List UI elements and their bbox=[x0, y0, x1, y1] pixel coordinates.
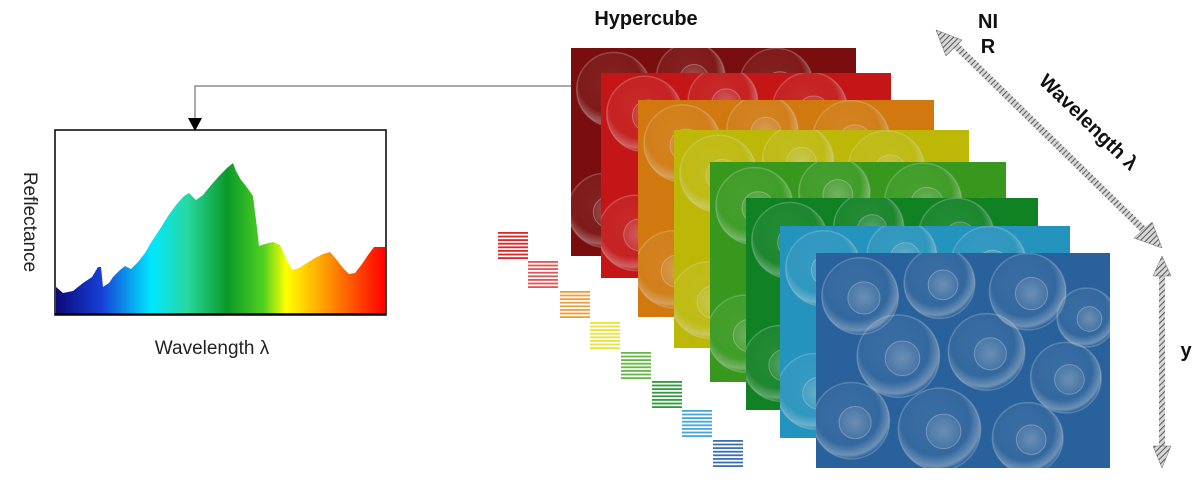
band-swatch-2 bbox=[528, 261, 558, 288]
band-swatch-8 bbox=[713, 440, 743, 467]
band-swatch-7 bbox=[682, 410, 712, 437]
hypercube-title: Hypercube bbox=[594, 8, 697, 30]
spectrum-x-axis-label: Wavelength λ bbox=[155, 338, 270, 359]
band-swatch-6 bbox=[652, 381, 682, 408]
cell-texture bbox=[816, 253, 1110, 468]
band-swatch-5 bbox=[621, 352, 651, 379]
wavelength-arrowhead-top bbox=[935, 29, 963, 57]
y-arrowhead-top bbox=[1152, 255, 1172, 277]
y-axis-label: y bbox=[1180, 340, 1192, 362]
spectrum-curve bbox=[56, 163, 385, 314]
spectrum-chart: Wavelength λ Reflectance bbox=[19, 129, 387, 359]
nir-label-line2: R bbox=[981, 36, 996, 58]
band-swatch-1 bbox=[498, 232, 528, 259]
spectrum-y-axis-label: Reflectance bbox=[19, 172, 40, 272]
band-image-8 bbox=[816, 253, 1110, 468]
band-stripe-swatches bbox=[498, 232, 743, 467]
hypercube-band-stack bbox=[571, 48, 1110, 468]
wavelength-axis-label: Wavelength λ bbox=[1034, 70, 1141, 175]
band-swatch-4 bbox=[590, 322, 620, 349]
connector-arrowhead bbox=[188, 118, 202, 131]
band-swatch-3 bbox=[560, 291, 590, 318]
pixel-spectrum-connector bbox=[188, 85, 571, 131]
wavelength-arrowhead-bottom bbox=[1133, 221, 1163, 249]
y-arrowhead-bottom bbox=[1152, 445, 1172, 469]
nir-label-line1: NI bbox=[978, 11, 998, 33]
y-axis: y bbox=[1152, 255, 1192, 469]
